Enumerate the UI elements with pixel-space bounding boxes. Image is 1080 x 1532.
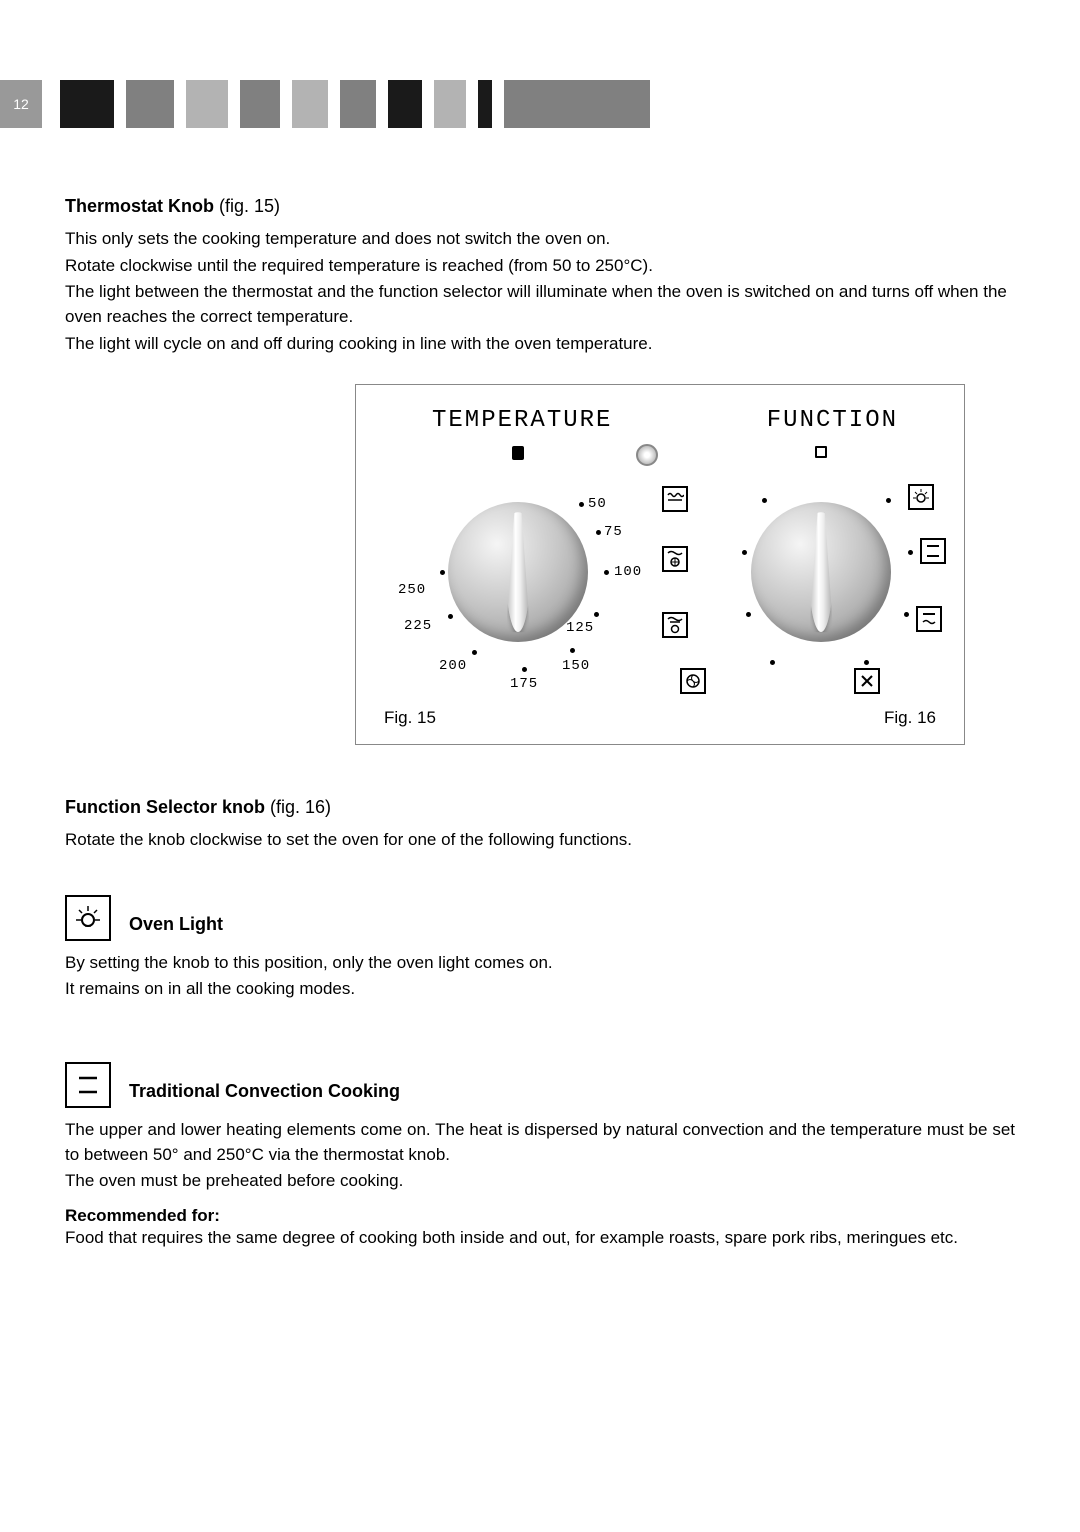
convection-section-header: Traditional Convection Cooking (65, 1062, 1015, 1108)
color-bar-segment (340, 80, 376, 128)
color-bar-segment (186, 80, 228, 128)
knob-figure: TEMPERATURE FUNCTION 50 75 100 125 150 1… (355, 384, 965, 745)
fan-grill-icon (662, 546, 688, 572)
temp-225: 225 (404, 618, 432, 634)
color-bar-segment (388, 80, 422, 128)
thermostat-title: Thermostat Knob (65, 196, 214, 216)
temp-100: 100 (614, 564, 642, 580)
temp-200: 200 (439, 658, 467, 674)
fig16-caption: Fig. 16 (884, 708, 936, 728)
fan-grill2-icon (662, 612, 688, 638)
convection-icon (920, 538, 946, 564)
temp-off-marker (512, 446, 524, 460)
function-selector-title: Function Selector knob (65, 797, 265, 817)
convection-p2: The oven must be preheated before cookin… (65, 1169, 1015, 1194)
fan-x-icon (854, 668, 880, 694)
oven-light-p2: It remains on in all the cooking modes. (65, 977, 1015, 1002)
temperature-knob-diagram: 50 75 100 125 150 175 200 225 250 (384, 442, 652, 702)
thermostat-p4: The light will cycle on and off during c… (65, 332, 1015, 357)
color-bar-segment (126, 80, 174, 128)
func-off-marker (815, 446, 827, 458)
thermostat-p2: Rotate clockwise until the required temp… (65, 254, 1015, 279)
oven-light-p1: By setting the knob to this position, on… (65, 951, 1015, 976)
convection-title: Traditional Convection Cooking (129, 1081, 400, 1108)
page-number: 12 (0, 80, 42, 128)
page-content: Thermostat Knob (fig. 15) This only sets… (0, 128, 1080, 1293)
color-bar-segment (478, 80, 492, 128)
recommended-label: Recommended for: (65, 1206, 1015, 1226)
grill-icon (662, 486, 688, 512)
function-selector-p1: Rotate the knob clockwise to set the ove… (65, 828, 1015, 853)
indicator-light-icon (636, 444, 658, 466)
convection-p1: The upper and lower heating elements com… (65, 1118, 1015, 1167)
temp-175: 175 (510, 676, 538, 692)
oven-light-big-icon (65, 895, 111, 941)
thermostat-p1: This only sets the cooking temperature a… (65, 227, 1015, 252)
header-color-bar (60, 80, 1080, 128)
color-bar-segment (240, 80, 280, 128)
fig15-caption: Fig. 15 (384, 708, 436, 728)
color-bar-segment (292, 80, 328, 128)
temperature-label: TEMPERATURE (432, 407, 612, 434)
temp-75: 75 (604, 524, 623, 540)
color-bar-segment (60, 80, 114, 128)
function-knob (751, 502, 891, 642)
oven-light-icon (908, 484, 934, 510)
thermostat-p3: The light between the thermostat and the… (65, 280, 1015, 329)
temp-250: 250 (398, 582, 426, 598)
color-bar-segment (504, 80, 650, 128)
temp-125: 125 (566, 620, 594, 636)
function-knob-diagram (706, 442, 936, 702)
convection-big-icon (65, 1062, 111, 1108)
recommended-text: Food that requires the same degree of co… (65, 1226, 1015, 1251)
function-label: FUNCTION (767, 407, 898, 434)
thermostat-fig-ref: (fig. 15) (214, 196, 280, 216)
function-selector-heading: Function Selector knob (fig. 16) (65, 797, 1015, 818)
temp-50: 50 (588, 496, 607, 512)
temp-150: 150 (562, 658, 590, 674)
color-bar-segment (434, 80, 466, 128)
fan-icon (680, 668, 706, 694)
center-function-icons (662, 442, 696, 702)
function-selector-fig-ref: (fig. 16) (265, 797, 331, 817)
thermostat-heading: Thermostat Knob (fig. 15) (65, 196, 1015, 217)
oven-light-title: Oven Light (129, 914, 223, 941)
top-heat-icon (916, 606, 942, 632)
oven-light-section-header: Oven Light (65, 895, 1015, 941)
